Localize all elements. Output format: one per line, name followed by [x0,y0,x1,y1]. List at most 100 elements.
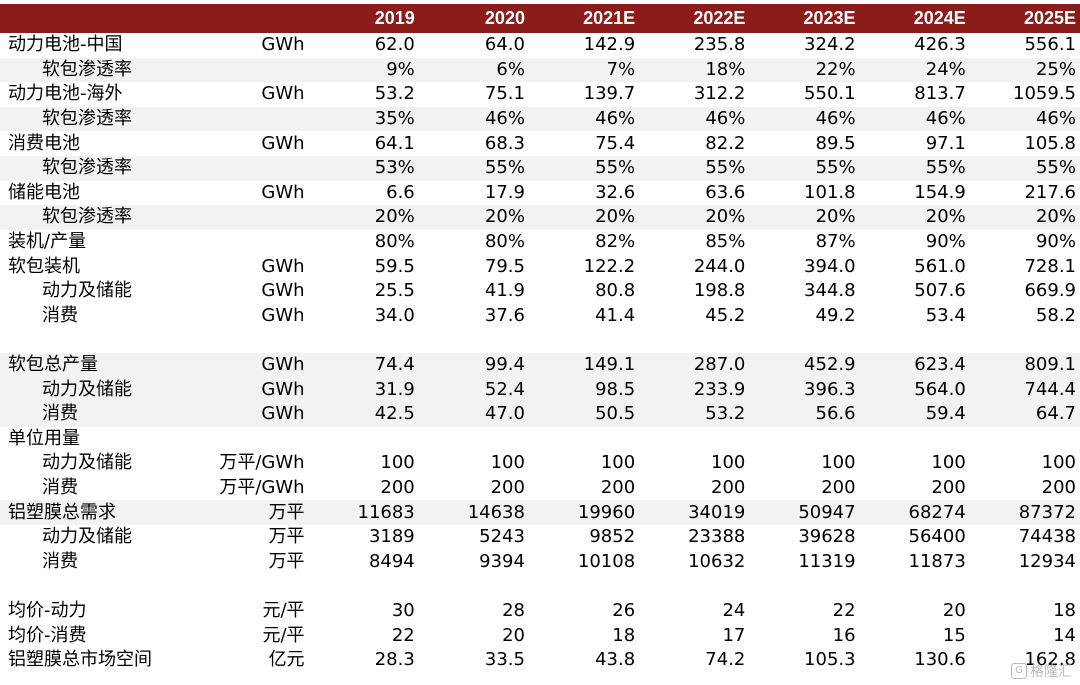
value-cell: 6.6 [386,181,415,203]
header-row: 2019 2020 2021E 2022E 2023E 2024E 2025E [0,4,1080,33]
value-cell: 5243 [479,526,525,548]
row-label: 动力及储能 [42,526,132,548]
table-row [0,574,1080,599]
value-cell [639,427,749,452]
value-cell: 55% [418,155,529,181]
row-label: 软包装机 [8,255,80,277]
value-cell: 62.0 [374,34,415,56]
value-cell: 669.9 [1024,280,1076,302]
row-label: 均价-消费 [8,624,87,646]
row-unit [196,574,308,599]
row-label: 铝塑膜总市场空间 [8,649,152,671]
value-cell: 813.7 [914,83,966,105]
value-cell: 20% [308,205,419,230]
value-cell: 45.2 [705,304,746,326]
value-cell: 287.0 [639,352,750,378]
watermark-logo-icon: G [1011,663,1027,679]
value-cell [419,574,529,599]
header-year-2024e: 2024E [859,4,970,33]
table-row: 消费电池 GWh 64.1 68.3 75.4 82.2 89.5 97.1 105.8 [0,131,1080,156]
row-unit: GWh [261,132,305,154]
watermark-text: 格隆汇 [1030,664,1072,680]
table-row: 消费 GWh 34.0 37.6 41.4 45.2 49.2 53.4 58.2 [0,304,1080,329]
value-cell: 55% [969,155,1080,181]
value-cell: 17.9 [484,181,525,203]
value-cell: 24% [859,57,970,83]
value-cell: 53% [308,155,419,181]
value-cell: 33.5 [484,649,525,671]
row-label [0,574,196,599]
header-year-2023e: 2023E [749,4,860,33]
value-cell: 74.2 [705,649,746,671]
value-cell: 56400 [908,526,966,548]
value-cell: 43.8 [595,649,636,671]
value-cell: 22% [749,57,860,83]
value-cell: 30 [391,599,415,621]
value-cell: 728.1 [1024,255,1076,277]
row-label: 软包渗透率 [0,205,197,230]
value-cell [860,574,970,599]
row-unit: GWh [261,280,305,302]
value-cell: 53.2 [639,401,750,427]
value-cell: 42.5 [308,401,419,427]
row-label: 消费 [0,401,197,427]
row-unit: 亿元 [268,649,305,671]
value-cell: 28 [502,599,525,621]
table-row: 均价-动力 元/平 30 28 26 24 22 20 18 [0,599,1080,624]
value-cell: 507.6 [914,280,966,302]
row-unit: GWh [261,34,305,56]
table-row: 动力电池-海外 GWh 53.2 75.1 139.7 312.2 550.1 813.7 10… [0,82,1080,107]
value-cell: 23388 [688,526,746,548]
value-cell: 56.6 [749,401,860,427]
value-cell: 6% [418,57,529,83]
row-unit: 元/平 [262,624,305,646]
value-cell: 34019 [639,500,750,525]
value-cell: 75.1 [484,83,525,105]
value-cell: 22 [832,599,856,621]
row-unit [196,205,309,230]
row-label: 软包渗透率 [0,106,197,132]
value-cell: 149.1 [528,352,640,378]
value-cell: 19960 [528,500,640,525]
value-cell: 200 [600,476,636,498]
value-cell: 46% [639,106,750,132]
value-cell: 20% [639,205,750,230]
value-cell: 20% [418,205,529,230]
header-year-2021e: 2021E [528,4,640,33]
value-cell [749,427,859,452]
value-cell: 344.8 [804,280,856,302]
value-cell: 79.5 [484,255,525,277]
value-cell: 55% [749,155,860,181]
value-cell: 20% [528,205,640,230]
value-cell: 9394 [479,550,525,572]
value-cell: 46% [969,106,1080,132]
value-cell: 744.4 [969,377,1080,402]
row-label: 储能电池 [8,181,80,203]
row-unit [196,427,308,452]
value-cell: 564.0 [859,377,970,402]
value-cell: 46% [859,106,970,132]
value-cell: 49.2 [815,304,856,326]
value-cell [639,574,749,599]
value-cell: 53.4 [925,304,966,326]
table-body: 动力电池-中国 GWh 62.0 64.0 142.9 235.8 324.2 426.3 55… [0,33,1080,672]
value-cell: 217.6 [1024,181,1076,203]
value-cell: 82.2 [705,132,746,154]
value-cell: 52.4 [418,377,529,402]
value-cell: 100 [600,452,636,474]
value-cell: 14638 [418,500,529,525]
value-cell: 122.2 [583,255,636,277]
row-unit: GWh [196,352,309,378]
value-cell: 89.5 [815,132,856,154]
value-cell: 809.1 [969,352,1080,378]
table-row: 消费 万平 8494 9394 10108 10632 11319 11873 12934 [0,549,1080,574]
table-row: 动力及储能 万平/GWh 100 100 100 100 100 100 100 [0,451,1080,476]
value-cell [639,328,749,353]
value-cell: 97.1 [925,132,966,154]
value-cell [860,328,970,353]
table-row: 软包总产量 GWh 74.4 99.4 149.1 287.0 452.9 623.4 809.… [0,352,1080,378]
value-cell: 32.6 [595,181,636,203]
value-cell [970,574,1080,599]
value-cell: 235.8 [693,34,746,56]
row-unit [196,106,309,132]
